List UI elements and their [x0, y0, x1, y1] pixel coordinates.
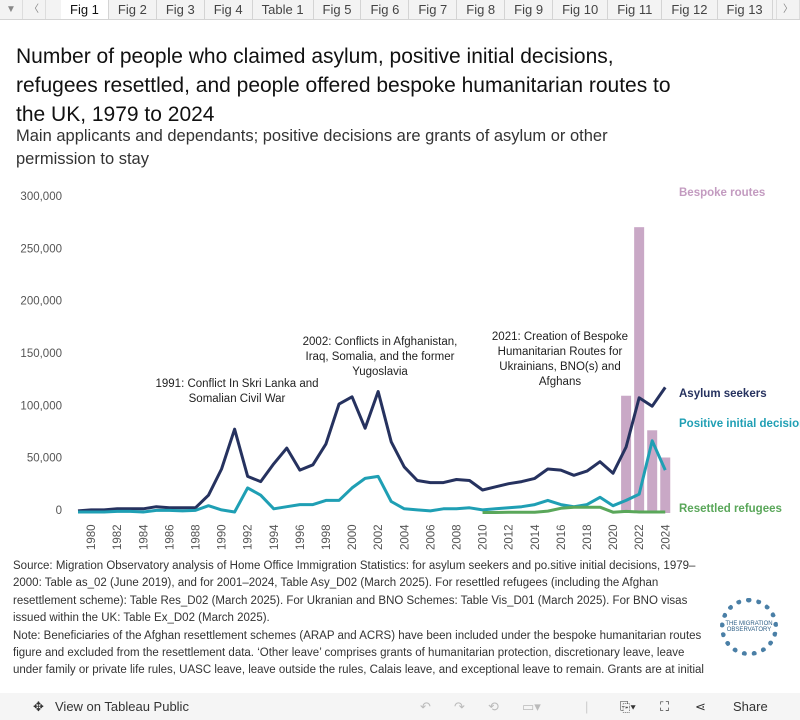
tab-fig-10[interactable]: Fig 10 [553, 0, 609, 19]
annotation-1991: Somalian Civil War [189, 393, 286, 405]
bar-bespoke-2023 [647, 430, 658, 513]
sheet-tab-bar: ▼ 〈 Fig 1 Fig 2 Fig 3 Fig 4 Table 1 Fig 5 Fig … [0, 0, 800, 20]
tab-fig-11[interactable]: Fig 11 [608, 0, 663, 19]
legend-label-resettled: Resettled refugees [679, 503, 782, 515]
x-tick-label: 1994 [269, 524, 281, 550]
x-tick-label: 2018 [582, 524, 594, 550]
x-tick-label: 1984 [138, 524, 150, 550]
tableau-icon: ✥ [33, 699, 44, 714]
redo-icon[interactable]: ↷ [454, 699, 465, 714]
fullscreen-icon[interactable]: ⛶ [660, 699, 670, 714]
x-tick-label: 1998 [321, 524, 333, 550]
line-resettled-refugees [482, 505, 666, 514]
revert-icon[interactable]: ⟲ [488, 699, 499, 714]
view-on-tableau-link[interactable]: View on Tableau Public [55, 699, 189, 714]
legend-label-asylum: Asylum seekers [679, 388, 767, 400]
note-text: Note: Beneficiaries of the Afghan resett… [13, 629, 704, 677]
share-icon[interactable]: ⋖ [695, 699, 706, 714]
tab-fig-1[interactable]: Fig 1 [61, 0, 109, 19]
annotation-2002: 2002: Conflicts in Afghanistan, [303, 336, 458, 348]
x-tick-label: 2014 [530, 524, 542, 550]
x-tick-label: 1988 [190, 524, 202, 550]
tab-scroll-left-icon[interactable]: 〈 [23, 0, 46, 19]
bar-bespoke-2022 [634, 227, 645, 513]
legend-label-positive: Positive initial decisions [679, 418, 800, 430]
tab-table-1[interactable]: Table 1 [253, 0, 314, 19]
x-tick-label: 2022 [634, 524, 646, 550]
divider: | [585, 699, 589, 714]
annotation-2002: Yugoslavia [352, 366, 408, 378]
x-tick-label: 2000 [347, 524, 359, 550]
tabs: Fig 1 Fig 2 Fig 3 Fig 4 Table 1 Fig 5 Fig 6 Fig… [61, 0, 776, 19]
y-tick-label: 150,000 [20, 348, 62, 360]
x-tick-label: 1990 [217, 524, 229, 550]
x-tick-label: 2008 [451, 524, 463, 550]
chart: 0 50,000 100,000 150,000 200,000 250,000 300,0… [20, 187, 800, 550]
x-tick-label: 1992 [243, 524, 255, 550]
tab-fig-8[interactable]: Fig 8 [457, 0, 506, 19]
y-tick-label: 100,000 [20, 400, 62, 412]
y-tick-label: 0 [56, 505, 62, 517]
tab-fig-9[interactable]: Fig 9 [505, 0, 554, 19]
x-tick-label: 2024 [660, 524, 672, 550]
share-button[interactable]: Share [733, 699, 768, 714]
annotation-2021: Afghans [539, 376, 581, 388]
undo-icon[interactable]: ↶ [420, 699, 431, 714]
annotation-2021: 2021: Creation of Bespoke [492, 331, 628, 343]
x-tick-label: 2004 [399, 524, 411, 550]
tab-menu-icon[interactable]: ▼ [0, 0, 23, 19]
source-text: Source: Migration Observatory analysis o… [13, 560, 696, 625]
tab-fig-5[interactable]: Fig 5 [314, 0, 362, 19]
annotation-1991: 1991: Conflict In Skri Lanka and [155, 378, 318, 390]
bar-bespoke-2024 [660, 457, 671, 513]
y-tick-label: 300,000 [20, 191, 62, 203]
tab-fig-6[interactable]: Fig 6 [361, 0, 410, 19]
x-tick-label: 2006 [425, 524, 437, 550]
line-asylum-seekers [77, 386, 667, 513]
download-icon[interactable]: ⎘▾ [620, 699, 636, 714]
migration-observatory-logo: THE MIGRATION OBSERVATORY [720, 598, 778, 656]
chart-title: Number of people who claimed asylum, pos… [16, 45, 671, 126]
tableau-toolbar: ✥ View on Tableau Public ↶ ↷ ⟲ ▭▾ | ⎘▾ ⛶… [0, 693, 800, 720]
x-tick-label: 2016 [556, 524, 568, 550]
tab-fig-7[interactable]: Fig 7 [409, 0, 458, 19]
x-tick-label: 1986 [164, 524, 176, 550]
tab-fig-13[interactable]: Fig 13 [718, 0, 773, 19]
annotation-2002: Iraq, Somalia, and the former [306, 351, 455, 363]
y-tick-label: 200,000 [20, 296, 62, 308]
x-tick-label: 1996 [295, 524, 307, 550]
y-tick-label: 50,000 [27, 453, 62, 465]
legend-label-bespoke: Bespoke routes [679, 187, 765, 199]
x-tick-label: 2012 [504, 524, 516, 550]
line-positive-initial-decisions [78, 439, 667, 514]
bar-bespoke-2021 [621, 395, 632, 513]
footer-notes: Source: Migration Observatory analysis o… [13, 558, 713, 693]
chart-subtitle: Main applicants and dependants; positive… [16, 127, 608, 168]
tab-fig-3[interactable]: Fig 3 [157, 0, 205, 19]
x-tick-label: 2002 [373, 524, 385, 550]
tab-fig-2[interactable]: Fig 2 [109, 0, 157, 19]
x-tick-label: 2010 [478, 524, 490, 550]
refresh-icon[interactable]: ▭▾ [522, 699, 541, 714]
tab-fig-12[interactable]: Fig 12 [662, 0, 718, 19]
tab-fig-4[interactable]: Fig 4 [205, 0, 253, 19]
x-tick-label: 2020 [608, 524, 620, 550]
legend-clip-mask [675, 433, 800, 445]
annotation-2021: Humanitarian Routes for [498, 346, 623, 358]
annotation-2021: Ukrainians, BNO(s) and [499, 361, 620, 373]
x-tick-label: 1982 [112, 524, 124, 550]
y-tick-label: 250,000 [20, 243, 62, 255]
x-tick-label: 1980 [86, 524, 98, 550]
